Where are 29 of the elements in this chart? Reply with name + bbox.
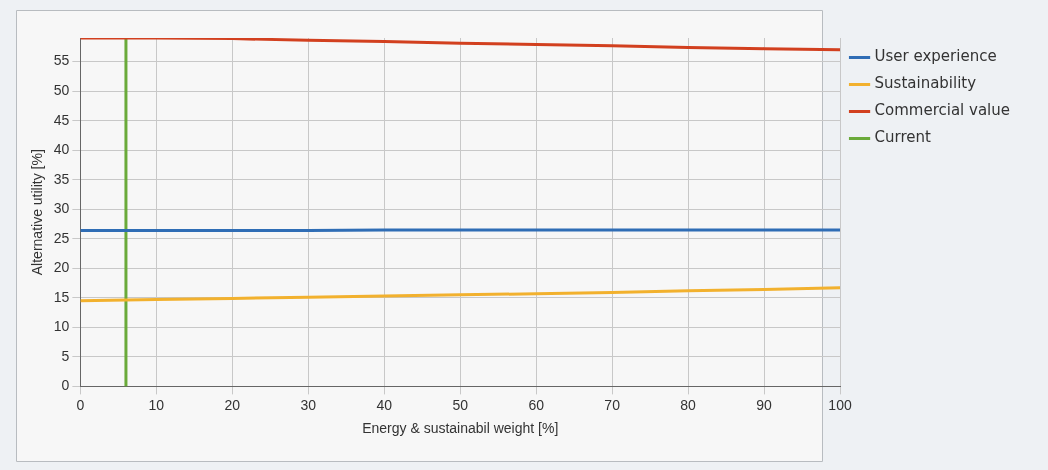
legend-label: Sustainability — [874, 74, 977, 93]
x-tick-label: 40 — [376, 396, 393, 413]
x-tick-label: 100 — [828, 396, 852, 413]
x-tick-label: 50 — [452, 396, 469, 413]
y-axis-title: Alternative utility [%] — [29, 149, 46, 276]
x-axis-title: Energy & sustainabil weight [%] — [362, 420, 559, 437]
y-tick-label: 45 — [53, 111, 70, 128]
legend-label: Current — [874, 128, 931, 147]
y-tick-label: 25 — [53, 229, 70, 246]
y-tick-label: 55 — [53, 52, 70, 69]
y-tick-label: 40 — [53, 141, 70, 158]
y-tick-label: 50 — [53, 82, 70, 99]
y-tick-label: 5 — [61, 347, 70, 364]
x-tick-label: 60 — [528, 396, 545, 413]
y-tick-label: 0 — [61, 377, 70, 394]
x-tick-label: 90 — [756, 396, 773, 413]
y-tick-label: 30 — [53, 200, 70, 217]
y-tick-label: 10 — [53, 318, 70, 335]
y-tick-label: 35 — [53, 170, 70, 187]
x-tick-label: 0 — [76, 396, 85, 413]
x-tick-label: 80 — [680, 396, 697, 413]
x-tick-label: 10 — [148, 396, 165, 413]
y-tick-label: 20 — [53, 259, 70, 276]
y-tick-label: 15 — [53, 288, 70, 305]
x-tick-label: 70 — [604, 396, 621, 413]
legend-label: User experience — [874, 47, 997, 66]
legend-label: Commercial value — [874, 101, 1011, 120]
x-tick-label: 20 — [224, 396, 241, 413]
x-tick-label: 30 — [300, 396, 317, 413]
